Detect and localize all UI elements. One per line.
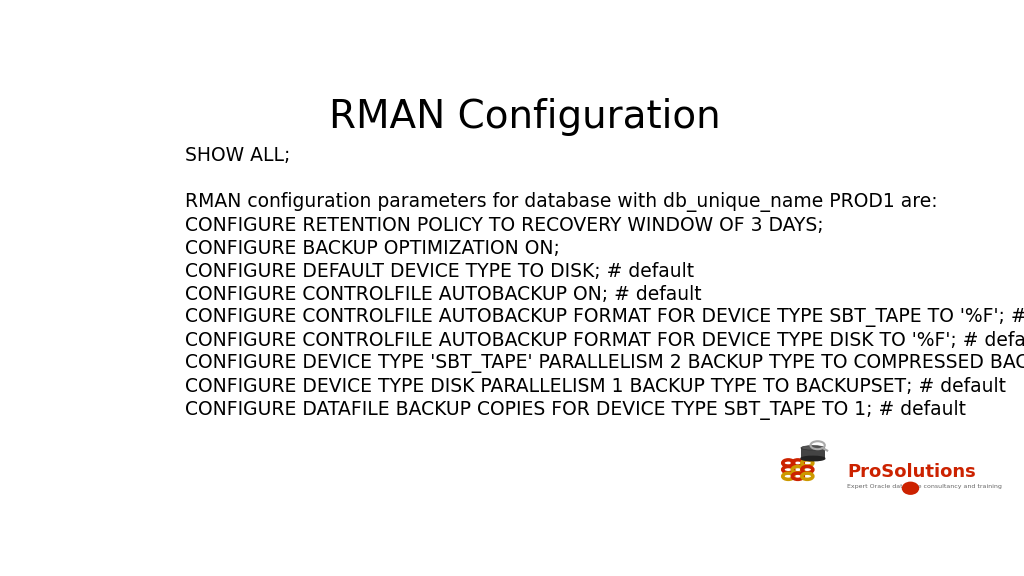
- Text: RMAN Configuration: RMAN Configuration: [329, 98, 721, 136]
- Ellipse shape: [801, 456, 824, 461]
- Text: CONFIGURE DEFAULT DEVICE TYPE TO DISK; # default: CONFIGURE DEFAULT DEVICE TYPE TO DISK; #…: [185, 262, 694, 281]
- Ellipse shape: [902, 482, 920, 495]
- Text: RMAN configuration parameters for database with db_unique_name PROD1 are:: RMAN configuration parameters for databa…: [185, 192, 938, 212]
- Text: CONFIGURE CONTROLFILE AUTOBACKUP ON; # default: CONFIGURE CONTROLFILE AUTOBACKUP ON; # d…: [185, 285, 701, 304]
- Text: CONFIGURE DATAFILE BACKUP COPIES FOR DEVICE TYPE SBT_TAPE TO 1; # default: CONFIGURE DATAFILE BACKUP COPIES FOR DEV…: [185, 400, 966, 420]
- Text: CONFIGURE BACKUP OPTIMIZATION ON;: CONFIGURE BACKUP OPTIMIZATION ON;: [185, 239, 560, 258]
- Text: Expert Oracle database consultancy and training: Expert Oracle database consultancy and t…: [847, 483, 1001, 488]
- Ellipse shape: [801, 446, 824, 450]
- Text: CONFIGURE CONTROLFILE AUTOBACKUP FORMAT FOR DEVICE TYPE SBT_TAPE TO '%F'; # defa: CONFIGURE CONTROLFILE AUTOBACKUP FORMAT …: [185, 308, 1024, 328]
- FancyBboxPatch shape: [801, 448, 824, 458]
- Text: CONFIGURE RETENTION POLICY TO RECOVERY WINDOW OF 3 DAYS;: CONFIGURE RETENTION POLICY TO RECOVERY W…: [185, 216, 823, 235]
- Text: ProSolutions: ProSolutions: [847, 463, 976, 481]
- Text: CONFIGURE DEVICE TYPE DISK PARALLELISM 1 BACKUP TYPE TO BACKUPSET; # default: CONFIGURE DEVICE TYPE DISK PARALLELISM 1…: [185, 377, 1007, 396]
- Text: CONFIGURE DEVICE TYPE 'SBT_TAPE' PARALLELISM 2 BACKUP TYPE TO COMPRESSED BACKUPS: CONFIGURE DEVICE TYPE 'SBT_TAPE' PARALLE…: [185, 354, 1024, 373]
- Text: CONFIGURE CONTROLFILE AUTOBACKUP FORMAT FOR DEVICE TYPE DISK TO '%F'; # default: CONFIGURE CONTROLFILE AUTOBACKUP FORMAT …: [185, 331, 1024, 350]
- Text: SHOW ALL;: SHOW ALL;: [185, 146, 291, 165]
